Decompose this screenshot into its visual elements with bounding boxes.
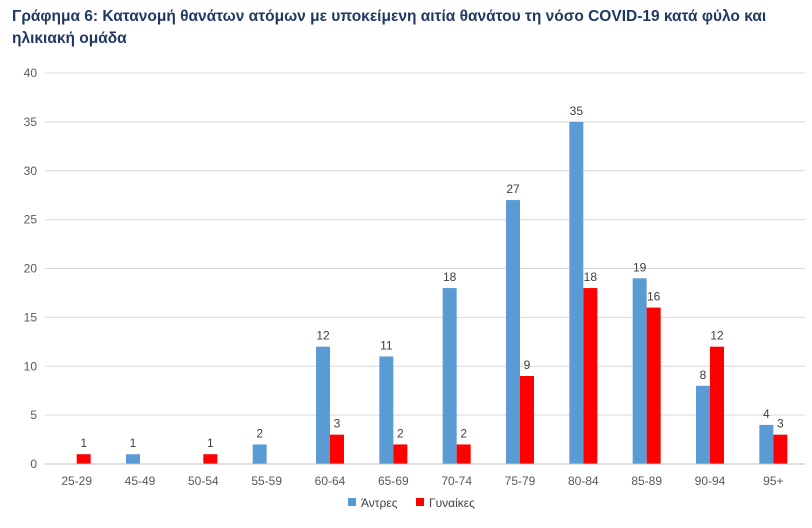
y-tick-label: 0 [30, 457, 37, 471]
bar-women [646, 307, 661, 464]
data-label: 1 [130, 436, 137, 450]
bar-women [330, 434, 344, 464]
bar-men [569, 121, 584, 464]
data-label: 2 [256, 426, 263, 440]
chart-title: Γράφημα 6: Κατανομή θανάτων ατόμων με υπ… [12, 8, 767, 47]
data-label: 9 [524, 358, 531, 372]
data-label: 3 [334, 417, 341, 431]
y-tick-label: 30 [24, 164, 38, 178]
x-tick-label: 45-49 [125, 474, 156, 488]
data-label: 4 [763, 407, 770, 421]
y-tick-label: 25 [24, 213, 38, 227]
data-label: 1 [207, 436, 214, 450]
gridlines [45, 72, 805, 416]
bar-men [506, 200, 520, 464]
bars [76, 121, 788, 464]
x-tick-label: 90-94 [695, 474, 726, 488]
bar-men [632, 278, 647, 464]
legend-swatch [348, 498, 356, 506]
bar-women [773, 434, 788, 464]
data-label: 8 [700, 368, 707, 382]
legend-label: Άντρες [361, 496, 398, 510]
bar-men [126, 454, 140, 464]
bar-men [696, 385, 710, 464]
y-tick-label: 15 [24, 310, 38, 324]
x-tick-label: 75-79 [505, 474, 536, 488]
data-label: 35 [570, 104, 584, 118]
data-label: 18 [584, 270, 598, 284]
x-tick-label: 50-54 [188, 474, 219, 488]
x-tick-label: 65-69 [378, 474, 409, 488]
bar-men [252, 444, 267, 464]
x-tick-label: 55-59 [251, 474, 282, 488]
bar-men [316, 346, 330, 464]
bar-women [76, 454, 91, 464]
data-label: 2 [460, 426, 467, 440]
x-tick-label: 80-84 [568, 474, 599, 488]
bar-women [520, 376, 534, 464]
data-label: 27 [506, 182, 520, 196]
bar-men [379, 356, 394, 464]
legend-label: Γυναίκες [429, 496, 475, 510]
data-label: 12 [316, 329, 330, 343]
x-tick-label: 85-89 [631, 474, 662, 488]
data-label: 19 [633, 260, 647, 274]
y-tick-label: 5 [30, 408, 37, 422]
data-label: 3 [777, 417, 784, 431]
bar-women [583, 288, 598, 464]
bar-women [456, 444, 471, 464]
bar-men [442, 288, 457, 464]
data-label: 1 [80, 436, 87, 450]
bar-women [203, 454, 218, 464]
bar-women [393, 444, 408, 464]
y-tick-label: 35 [24, 115, 38, 129]
x-tick-label: 25-29 [61, 474, 92, 488]
x-tick-label: 60-64 [315, 474, 346, 488]
y-tick-label: 40 [24, 66, 38, 80]
data-label: 11 [380, 338, 393, 352]
bar-men [759, 424, 774, 464]
legend: Άντρες Γυναίκες [348, 496, 475, 510]
data-label: 18 [443, 270, 457, 284]
legend-swatch [416, 498, 424, 506]
bar-women [710, 346, 724, 464]
data-label: 12 [710, 329, 724, 343]
x-tick-label: 95+ [763, 474, 783, 488]
y-tick-label: 20 [24, 262, 38, 276]
y-tick-label: 10 [24, 359, 38, 373]
x-tick-label: 70-74 [441, 474, 472, 488]
axes: 0 5 10 15 20 25 30 35 40 25-29 45-49 50-54 55-59 60-6… [24, 66, 805, 488]
data-label: 2 [397, 426, 404, 440]
data-label: 16 [647, 290, 661, 304]
